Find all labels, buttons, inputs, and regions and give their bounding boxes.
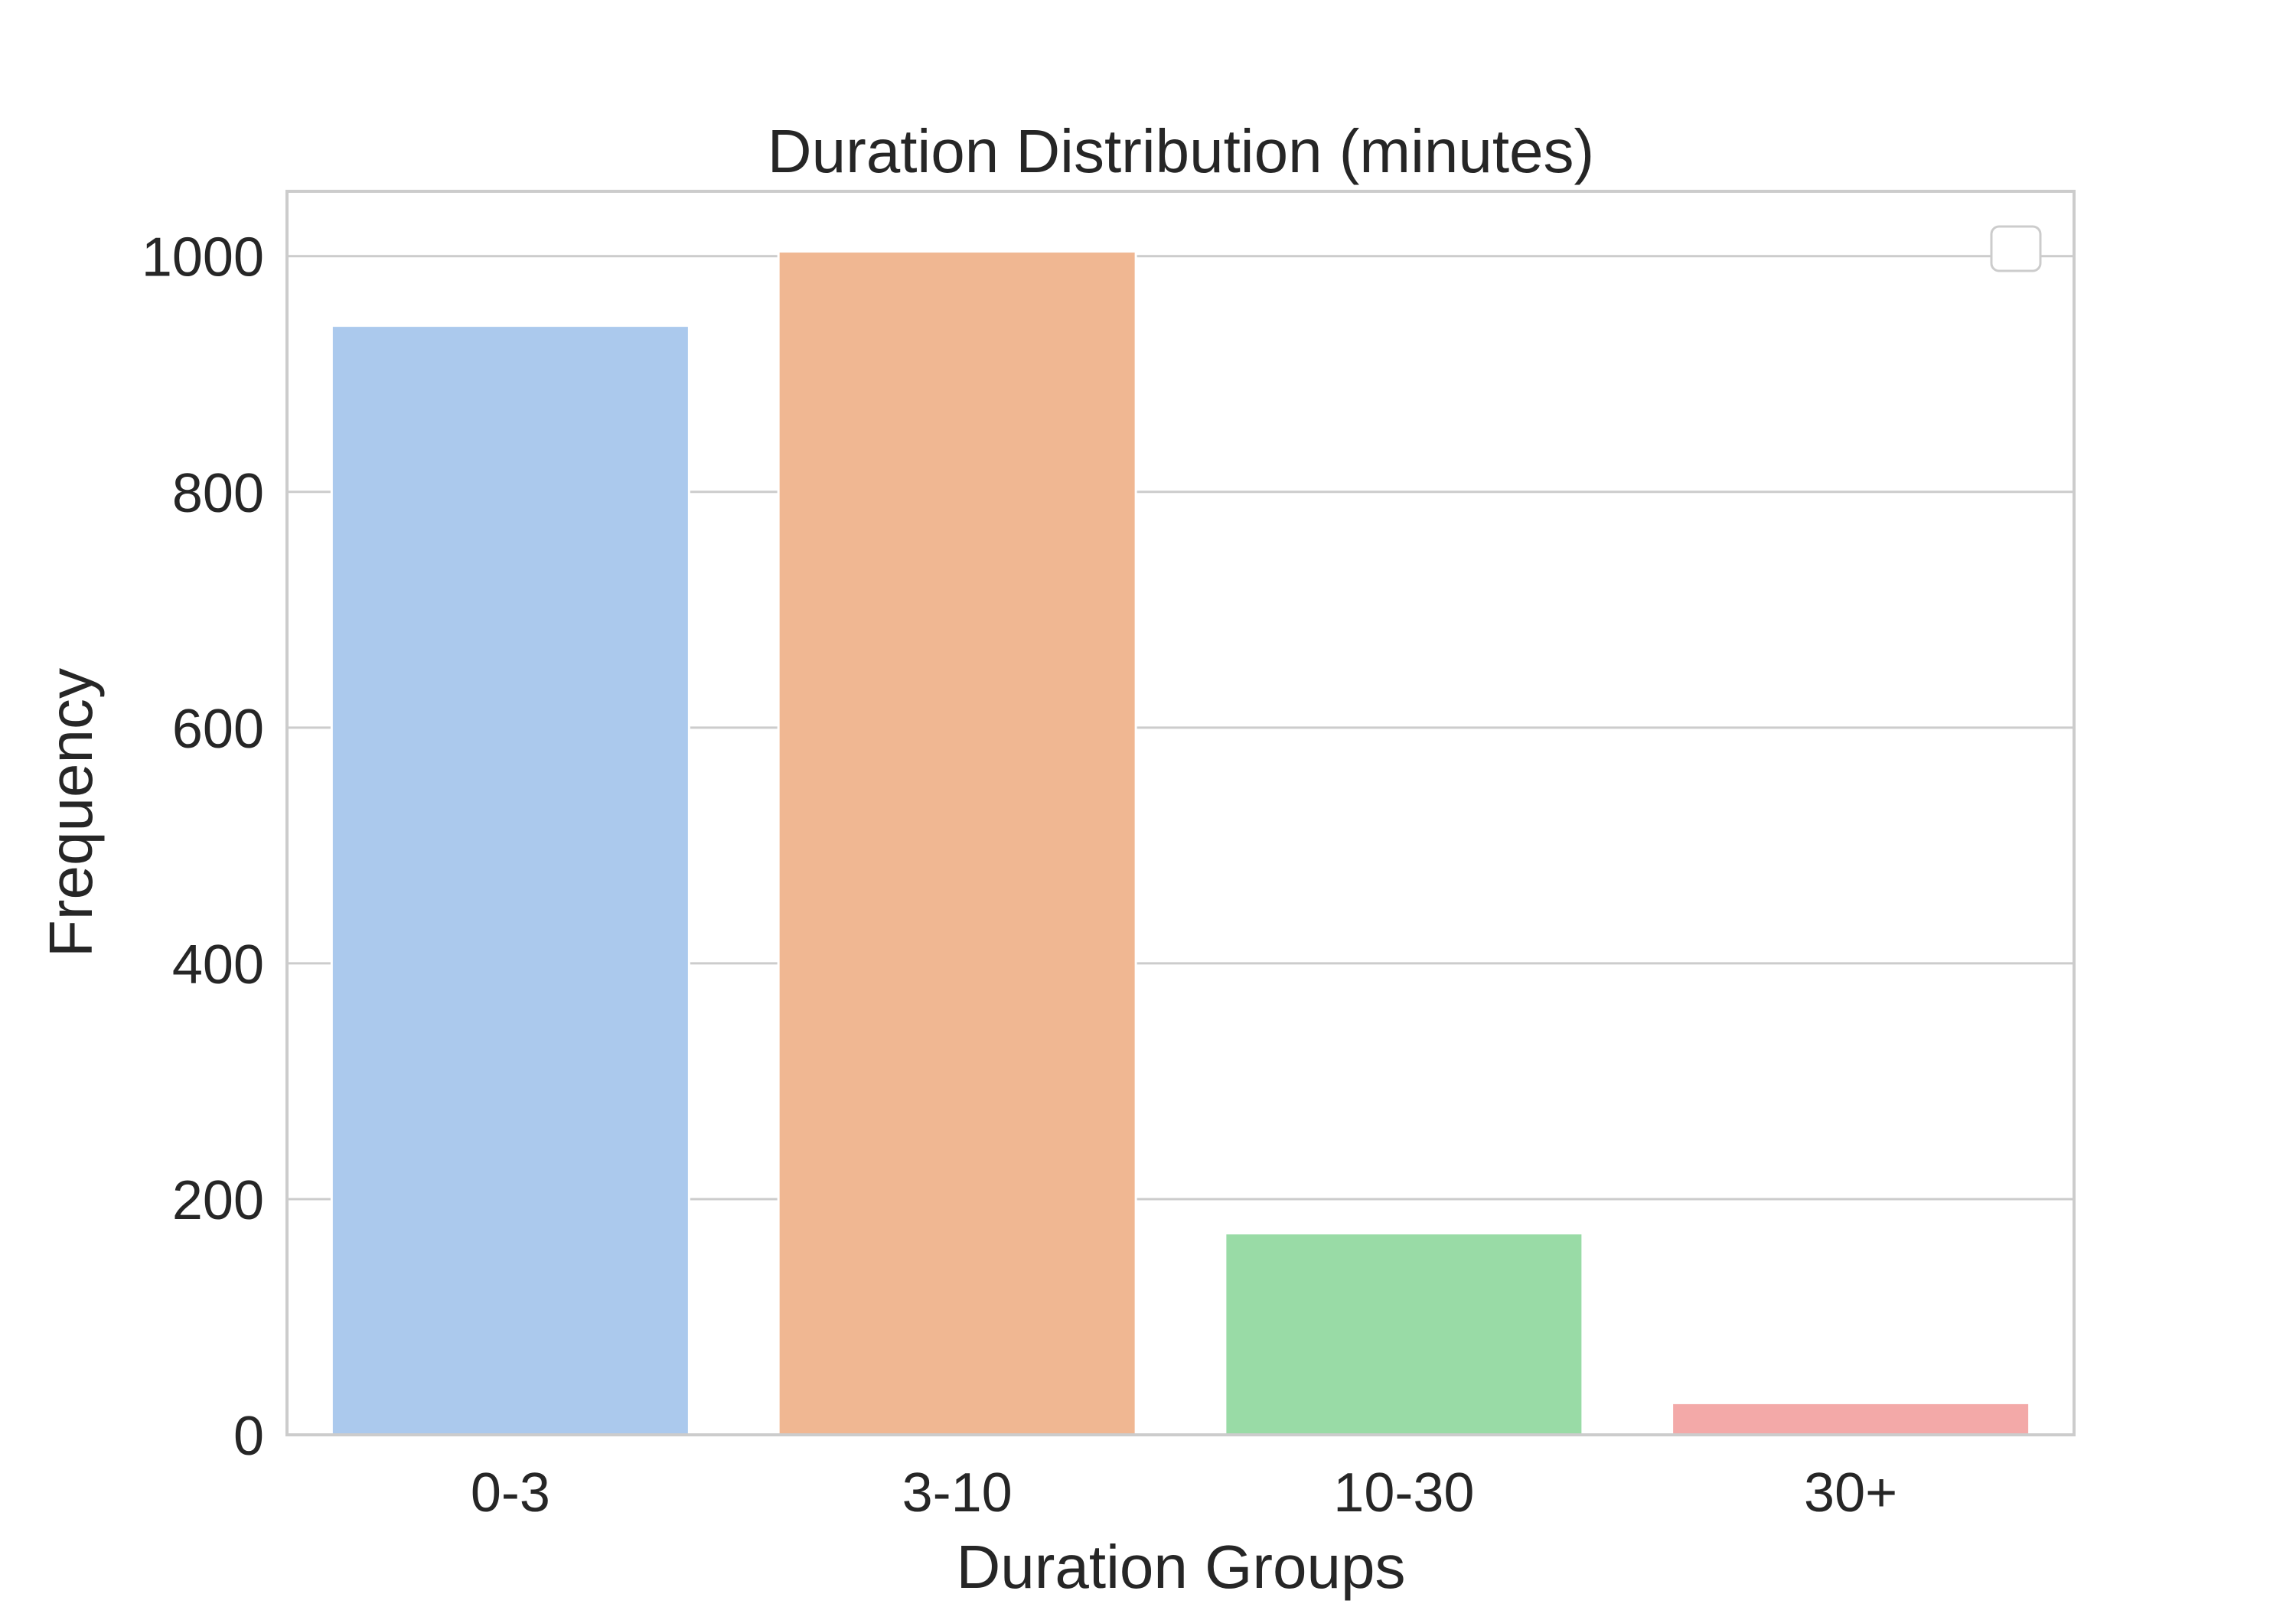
y-axis-label: Frequency: [37, 668, 105, 957]
y-tick-label: 400: [172, 934, 264, 996]
x-tick-labels: 0-3 3-10 10-30 30+: [471, 1462, 1897, 1524]
y-tick-labels: 0 200 400 600 800 1000: [142, 227, 264, 1467]
bar-3-10: [777, 250, 1137, 1436]
y-tick-label: 200: [172, 1170, 264, 1231]
bar-0-3: [330, 324, 690, 1436]
x-tick-label: 0-3: [471, 1462, 550, 1524]
x-axis-label: Duration Groups: [957, 1533, 1406, 1601]
chart-title: Duration Distribution (minutes): [768, 117, 1594, 185]
plot-frame: [285, 190, 2076, 1436]
x-tick-label: 10-30: [1333, 1462, 1474, 1524]
legend: [1990, 225, 2042, 272]
y-tick-label: 0: [233, 1406, 264, 1467]
x-tick-label: 30+: [1804, 1462, 1897, 1524]
y-tick-label: 600: [172, 699, 264, 760]
x-tick-label: 3-10: [902, 1462, 1013, 1524]
bar-30+: [1671, 1401, 2031, 1436]
y-tick-label: 800: [172, 463, 264, 524]
y-tick-label: 1000: [142, 227, 264, 288]
bar-10-30: [1224, 1232, 1584, 1436]
bars: [330, 250, 2031, 1436]
